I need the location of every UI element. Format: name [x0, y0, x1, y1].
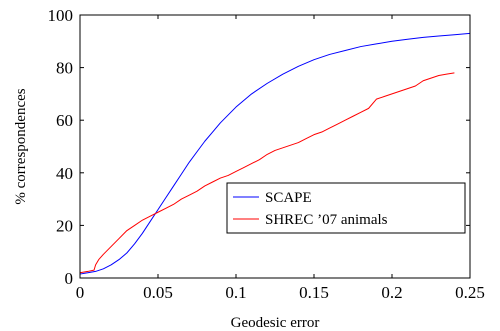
y-tick-label: 80: [56, 59, 73, 78]
legend-label-0: SCAPE: [265, 190, 312, 206]
x-tick-label: 0.25: [455, 283, 485, 302]
x-axis-label: Geodesic error: [231, 315, 320, 331]
x-tick-label: 0.1: [225, 283, 246, 302]
y-tick-label: 0: [65, 269, 74, 288]
y-tick-label: 40: [56, 164, 73, 183]
legend-label-1: SHREC ’07 animals: [265, 212, 388, 228]
series-line-1: [79, 72, 455, 274]
legend-box: [226, 182, 466, 234]
y-tick-label: 20: [56, 216, 73, 235]
x-tick-label: 0: [76, 283, 85, 302]
plot-frame: [79, 14, 471, 279]
series-curves: [79, 32, 471, 275]
y-axis-label: % correspondences: [13, 88, 29, 204]
x-tick-label: 0.15: [299, 283, 329, 302]
x-tick-label: 0.05: [143, 283, 173, 302]
legend: SCAPE SHREC ’07 animals: [226, 182, 466, 234]
y-tick-label: 60: [56, 111, 73, 130]
series-line-0: [79, 32, 471, 275]
y-tick-label: 100: [48, 6, 74, 25]
x-tick-label: 0.2: [381, 283, 402, 302]
axis-ticks: 0 0.05 0.1 0.15 0.2 0.25 0 20 40 60 80 100: [48, 6, 485, 302]
